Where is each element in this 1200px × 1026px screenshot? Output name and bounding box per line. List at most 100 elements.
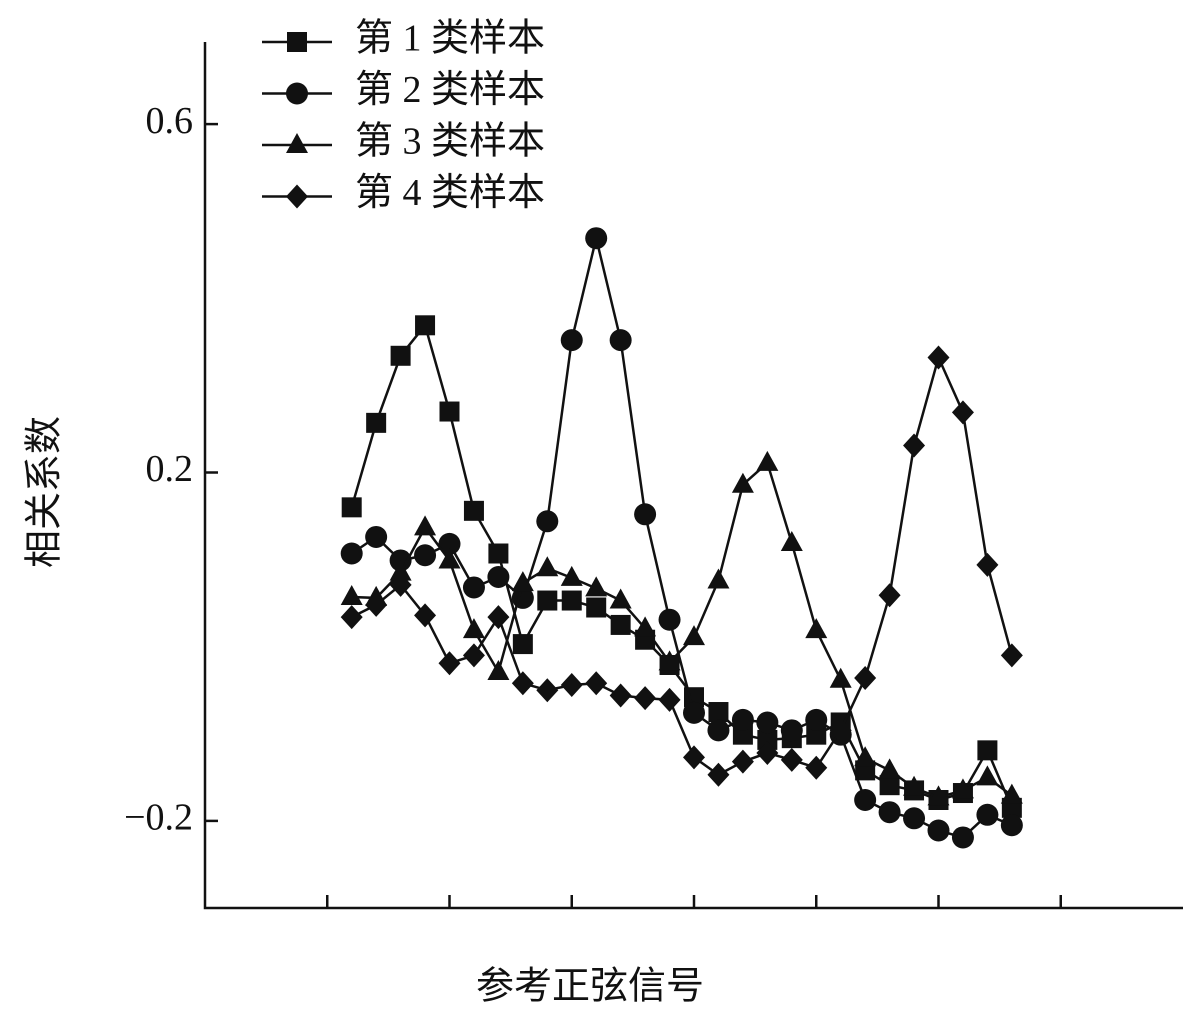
marker bbox=[683, 745, 705, 770]
marker bbox=[806, 724, 827, 745]
marker bbox=[903, 807, 926, 830]
marker bbox=[487, 566, 510, 589]
axis-lines bbox=[203, 42, 1183, 910]
marker bbox=[340, 605, 363, 630]
marker bbox=[389, 549, 412, 572]
y-axis-title: 相关系数 bbox=[24, 416, 66, 568]
marker bbox=[390, 345, 411, 366]
marker bbox=[462, 643, 485, 668]
marker bbox=[658, 650, 681, 671]
marker bbox=[609, 329, 632, 352]
marker bbox=[707, 762, 730, 787]
marker bbox=[365, 525, 388, 548]
marker bbox=[511, 571, 534, 592]
marker bbox=[731, 749, 754, 774]
marker bbox=[854, 788, 877, 811]
marker bbox=[683, 625, 705, 646]
marker bbox=[708, 702, 729, 723]
marker bbox=[414, 515, 437, 536]
marker bbox=[511, 671, 534, 696]
marker bbox=[462, 576, 485, 599]
marker bbox=[951, 400, 974, 425]
marker bbox=[415, 315, 436, 336]
series-line bbox=[351, 353, 1014, 777]
marker bbox=[536, 556, 559, 577]
marker bbox=[586, 597, 607, 618]
marker bbox=[610, 614, 631, 635]
marker bbox=[903, 433, 926, 458]
marker bbox=[286, 133, 308, 153]
marker bbox=[389, 560, 412, 581]
marker bbox=[438, 651, 461, 676]
legend-label: 第 2 类样本 bbox=[355, 69, 545, 111]
series-line bbox=[351, 460, 1013, 799]
marker bbox=[414, 603, 437, 628]
marker bbox=[536, 678, 559, 703]
marker bbox=[732, 724, 753, 745]
marker bbox=[658, 608, 681, 631]
marker bbox=[756, 740, 779, 765]
marker bbox=[658, 687, 681, 712]
marker bbox=[286, 82, 308, 105]
marker bbox=[951, 778, 974, 799]
series-line bbox=[350, 322, 1014, 809]
y-tick-label: 0.2 bbox=[146, 448, 194, 490]
marker bbox=[976, 765, 999, 786]
marker bbox=[731, 708, 754, 731]
marker bbox=[341, 497, 362, 518]
marker bbox=[854, 746, 877, 767]
marker bbox=[365, 592, 388, 617]
marker bbox=[536, 510, 559, 533]
marker bbox=[560, 673, 583, 698]
marker bbox=[854, 666, 877, 691]
marker bbox=[805, 708, 828, 731]
marker bbox=[1000, 643, 1023, 668]
marker bbox=[951, 826, 974, 849]
y-tick-label: −0.2 bbox=[124, 797, 193, 839]
marker bbox=[683, 701, 705, 724]
x-axis-title: 参考正弦信号 bbox=[476, 966, 704, 1008]
marker bbox=[414, 544, 437, 567]
marker bbox=[634, 616, 657, 637]
marker bbox=[805, 618, 828, 639]
marker bbox=[462, 618, 485, 639]
marker bbox=[1000, 783, 1023, 804]
marker bbox=[438, 548, 461, 569]
marker bbox=[903, 775, 926, 796]
marker bbox=[756, 450, 779, 471]
marker bbox=[389, 572, 412, 597]
marker bbox=[976, 552, 999, 577]
marker bbox=[805, 755, 828, 780]
marker bbox=[560, 329, 583, 352]
marker bbox=[756, 711, 779, 734]
marker bbox=[707, 568, 730, 589]
series-line bbox=[350, 237, 1013, 839]
legend-label: 第 3 类样本 bbox=[355, 121, 545, 163]
marker bbox=[879, 775, 900, 796]
marker bbox=[585, 227, 608, 250]
marker bbox=[976, 803, 999, 826]
marker bbox=[757, 729, 778, 750]
marker bbox=[878, 583, 901, 608]
y-tick-label: 0.6 bbox=[146, 100, 194, 142]
marker bbox=[585, 576, 608, 597]
marker bbox=[438, 532, 461, 555]
marker bbox=[927, 785, 950, 806]
marker bbox=[878, 758, 901, 779]
marker bbox=[487, 659, 510, 680]
marker bbox=[439, 401, 460, 422]
marker bbox=[927, 345, 950, 370]
marker bbox=[286, 184, 308, 209]
marker bbox=[634, 503, 657, 526]
marker bbox=[707, 719, 730, 742]
marker bbox=[487, 605, 510, 630]
marker bbox=[634, 686, 657, 711]
marker bbox=[463, 500, 484, 521]
marker bbox=[731, 472, 754, 493]
legend-label: 第 1 类样本 bbox=[355, 18, 545, 60]
marker bbox=[340, 542, 363, 565]
marker bbox=[1000, 814, 1023, 837]
marker bbox=[512, 634, 533, 655]
marker bbox=[829, 667, 852, 688]
